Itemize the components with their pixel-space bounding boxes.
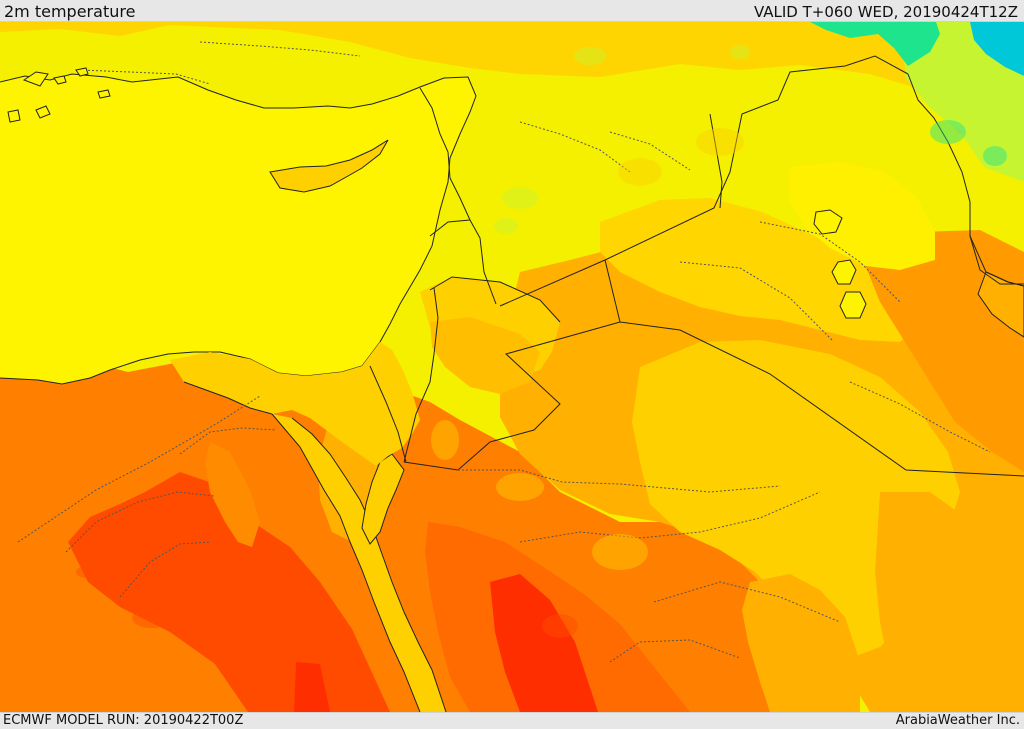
southeast-warm-patch [742,574,860,712]
north-warm-band [0,22,1024,142]
lebanon-border [429,219,471,237]
red-sea-east-coast [291,417,447,712]
iran-yellow-patch [790,162,935,270]
aegean-islands [7,67,111,123]
mediterranean-sea [0,74,476,384]
east-arabia-warm-patch [875,492,1024,712]
header-bar: 2m temperature VALID T+060 WED, 20190424… [0,0,1024,22]
mediterranean-coastline [0,73,477,385]
egypt-hot-patch [205,442,260,547]
northeast-cool-zone [900,22,1024,182]
saudi-northern-border [403,321,1024,477]
gulf-of-aqaba [361,453,405,545]
northeast-coldest-zone [970,22,1024,76]
temperature-map [0,22,1024,712]
red-sea-west-coast [271,413,421,712]
valid-time-label: VALID T+060 WED, 20190424T12Z [753,3,1018,21]
lake-habbaniyah [839,291,867,319]
temperature-map-canvas [0,22,1024,712]
egypt-northeast-coast [183,381,273,415]
footer-bar: ECMWF MODEL RUN: 20190422T00Z ArabiaWeat… [0,712,1024,729]
lake-tharthar [831,259,857,285]
temperature-texture-spots [76,45,1007,694]
provider-label: ArabiaWeather Inc. [895,713,1020,728]
iraq-iran-border [907,73,1024,285]
turkey-iraq-border [709,113,723,209]
cyprus [269,139,389,193]
arabia-hottest-patch [490,574,598,712]
jordan-iraq-border [604,259,621,323]
lebanon-israel-syria-coast-border [419,87,497,305]
jordan-warmer-patch [430,317,540,394]
northeast-cold-zone [810,22,940,66]
jordan-syria-border [429,276,561,323]
red-sea-west-hottest-zone [68,472,390,712]
administrative-boundaries [17,41,991,663]
israel-jordan-border [403,287,439,463]
model-run-label: ECMWF MODEL RUN: 20190422T00Z [3,713,244,728]
lake-urmia [813,209,843,235]
gulf-coastline [969,235,1024,287]
map-title: 2m temperature [4,2,136,21]
sinai-peninsula [170,342,420,466]
egypt-israel-border [369,365,407,463]
syria-iraq-border [499,55,909,307]
sudan-hottest-patch [294,662,330,712]
